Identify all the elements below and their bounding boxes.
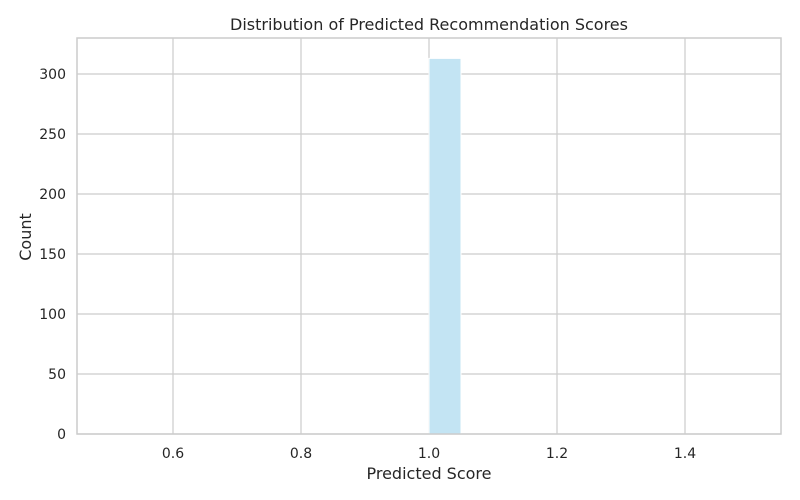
y-tick-label-5: 250 [39,127,66,143]
y-axis-ticks: 0 50 100 150 200 250 300 [39,67,66,443]
histogram-bar-0 [428,57,462,435]
x-tick-label-1: 0.8 [290,446,312,462]
y-tick-label-2: 100 [39,307,66,323]
plot-border [76,37,782,435]
chart-title: Distribution of Predicted Recommendation… [230,15,628,34]
x-tick-label-2: 1.0 [418,446,440,462]
x-tick-label-3: 1.2 [546,446,568,462]
x-tick-label-0: 0.6 [162,446,184,462]
y-tick-label-3: 150 [39,247,66,263]
y-tick-label-4: 200 [39,187,66,203]
y-tick-label-1: 50 [48,367,66,383]
plot-frame [76,37,782,435]
x-axis-label: Predicted Score [366,464,491,483]
x-tick-label-4: 1.4 [674,446,696,462]
y-tick-label-6: 300 [39,67,66,83]
y-tick-label-0: 0 [57,427,66,443]
x-axis-ticks: 0.6 0.8 1.0 1.2 1.4 [162,446,696,462]
y-axis-label: Count [16,213,35,261]
bars-layer [428,57,462,435]
